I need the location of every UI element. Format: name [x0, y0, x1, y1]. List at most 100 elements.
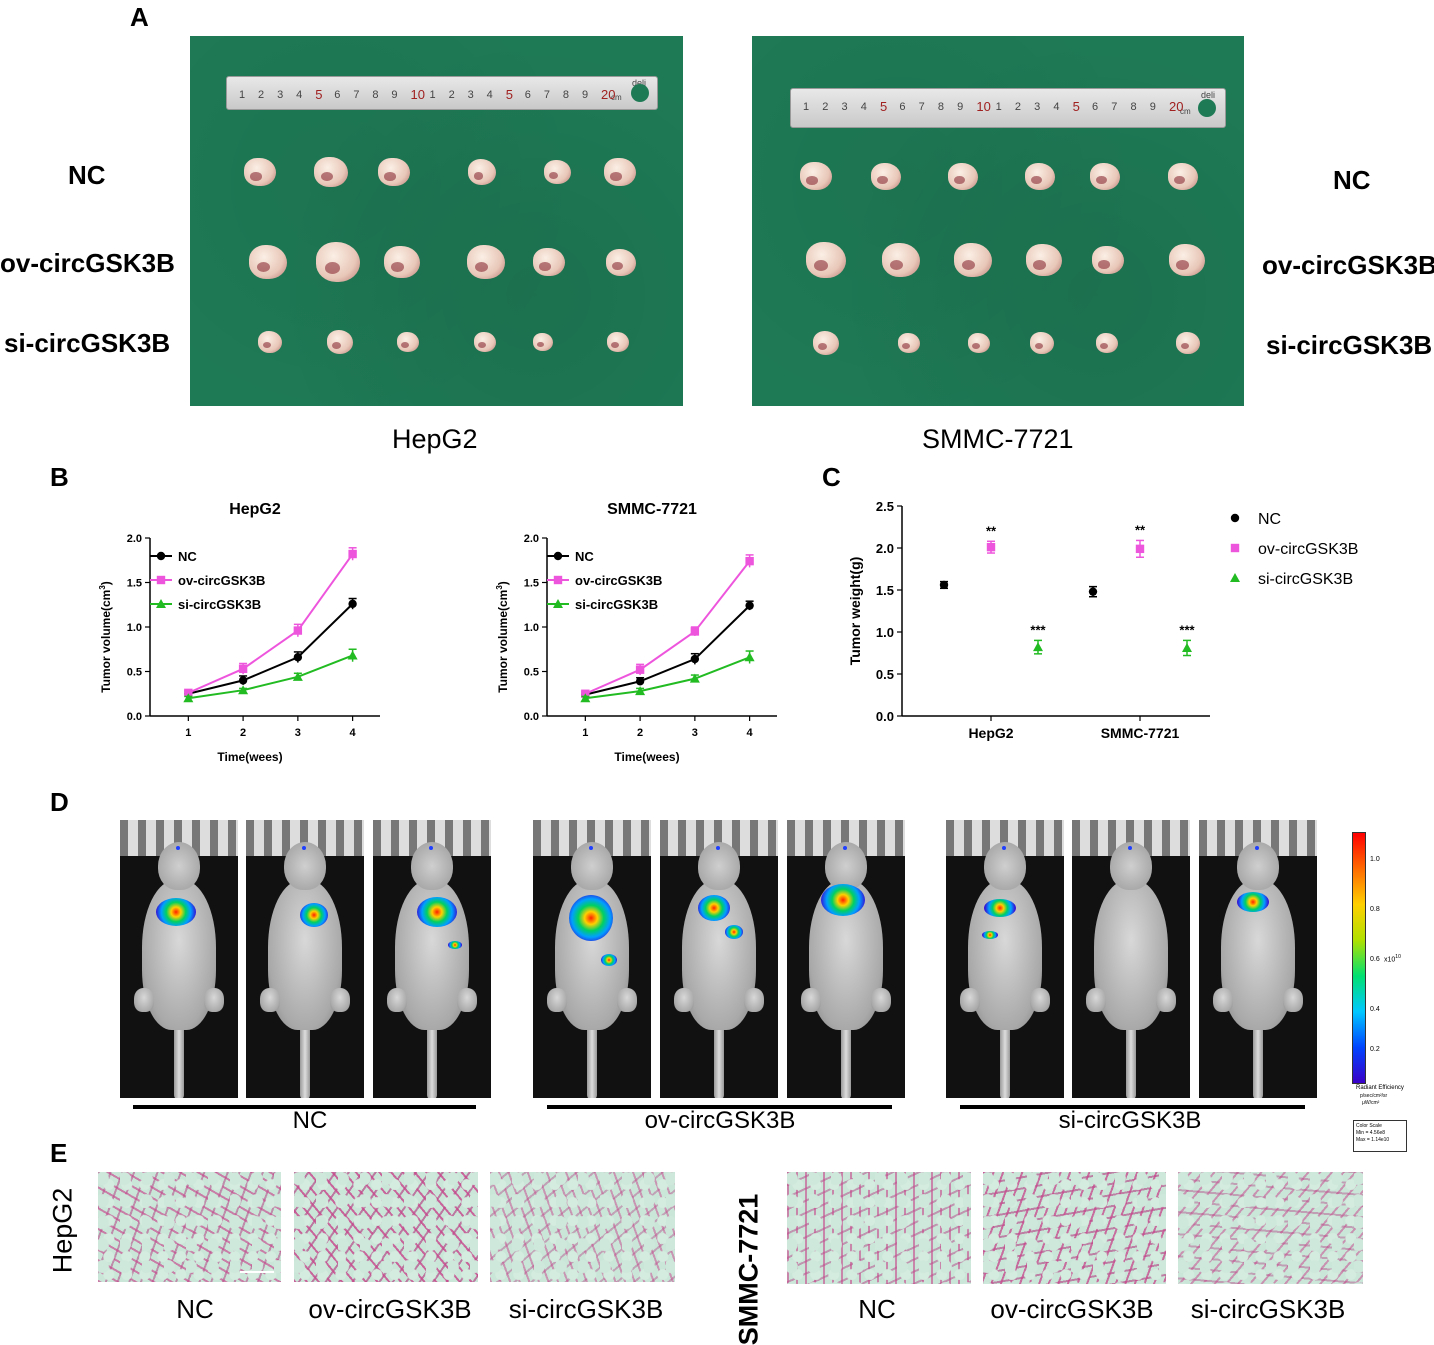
signal-hotspot	[821, 884, 865, 916]
hist-caption-si-right: si-circGSK3B	[1190, 1294, 1346, 1324]
ruler-number: 2	[1014, 101, 1022, 113]
signal-hotspot	[300, 903, 328, 927]
legend-marker	[1230, 573, 1240, 582]
x-tick-label: 4	[350, 727, 357, 739]
y-tick-label: 2.0	[876, 541, 894, 556]
histology-image	[983, 1172, 1166, 1284]
signal-spot	[429, 846, 433, 850]
legend-label: ov-circGSK3B	[1258, 541, 1358, 558]
data-point	[690, 627, 700, 636]
ruler-number: 20	[601, 87, 616, 102]
y-tick-label: 2.5	[876, 499, 894, 514]
ruler-number: 9	[391, 89, 398, 101]
y-axis-label: Tumor volume(cm3)	[495, 581, 510, 693]
ruler: deli cm 1 2 3 4 5 6 7 8 9 10 1 2 3 4 5 6 7 8 9 20	[790, 88, 1226, 128]
data-point	[744, 652, 755, 662]
x-tick-label: 3	[295, 727, 301, 739]
group-label-ov: ov-circGSK3B	[644, 1107, 796, 1134]
tumor	[533, 247, 565, 277]
hist-caption-nc-right: NC	[858, 1294, 896, 1324]
hist-caption-ov-left: ov-circGSK3B	[308, 1294, 472, 1324]
colorbar-exp-sup: 10	[1395, 954, 1401, 960]
y-tick-label: 0.0	[127, 711, 142, 723]
ruler-hole-icon	[631, 84, 649, 102]
mouse-head	[158, 842, 200, 890]
mouse-tail	[300, 1020, 310, 1098]
x-tick-label: 3	[692, 727, 698, 739]
signal-spot	[1255, 846, 1259, 850]
ruler-number: 3	[1034, 101, 1041, 113]
ruler-number: 6	[899, 101, 906, 113]
tumor	[1090, 162, 1120, 190]
tumor	[948, 162, 978, 190]
signal-hotspot	[448, 941, 462, 949]
row-label-nc-right: NC	[1333, 165, 1371, 195]
legend-label: si-circGSK3B	[575, 597, 658, 612]
mouse-leg	[1086, 988, 1106, 1012]
legend-label: NC	[575, 549, 594, 564]
histology-image	[490, 1172, 675, 1282]
tumor	[327, 330, 353, 354]
bioluminescence-image	[1199, 820, 1317, 1098]
mouse-tail	[714, 1020, 724, 1098]
data-point	[689, 673, 700, 683]
y-tick-label: 0.5	[876, 667, 894, 682]
mouse-leg	[387, 988, 407, 1012]
data-point	[690, 654, 700, 664]
colorbar-tick: 0.4	[1370, 1006, 1380, 1013]
signal-hotspot	[725, 925, 743, 939]
group-underline-si	[960, 1105, 1305, 1109]
bioluminescence-image	[373, 820, 491, 1098]
tumor	[813, 331, 839, 355]
tumor	[249, 244, 287, 280]
ruler-number: 8	[937, 101, 944, 113]
mouse-head	[698, 842, 740, 890]
histology-image	[1178, 1172, 1363, 1284]
tumor	[954, 242, 992, 278]
x-tick-label: 1	[582, 727, 588, 739]
row-label-si-right: si-circGSK3B	[1266, 330, 1433, 360]
mouse-leg	[330, 988, 350, 1012]
colorbar-tick: 0.2	[1370, 1046, 1380, 1053]
mouse-leg	[204, 988, 224, 1012]
data-point	[1033, 642, 1043, 652]
ruler-number: 5	[315, 87, 323, 102]
bioluminescence-image	[246, 820, 364, 1098]
colorbar-tick: 0.8	[1370, 906, 1380, 913]
x-tick-label: 2	[637, 727, 643, 739]
legend-marker	[156, 599, 166, 608]
x-tick-label: 2	[240, 727, 246, 739]
panel-letter-b: B	[50, 462, 69, 492]
panel-letter-c: C	[822, 462, 841, 492]
ruler-number: 8	[1130, 101, 1137, 113]
ruler-number: 10	[410, 87, 425, 102]
significance-label: ***	[1030, 622, 1046, 637]
chart-weight: 0.0 0.5 1.0 1.5 2.0 2.5 Tumor weight(g) HepG2 **…	[847, 499, 1358, 741]
tumor	[1092, 245, 1124, 275]
data-point	[238, 685, 249, 695]
row-label-si-left: si-circGSK3B	[4, 328, 171, 358]
tumor	[316, 242, 360, 282]
panel-letter-d: D	[50, 787, 69, 817]
hist-caption-nc-left: NC	[176, 1294, 214, 1324]
ruler-number: 9	[581, 89, 589, 101]
chart-volume-smmc: SMMC-7721 0.0 0.5 1.0 1.5 2.0 1 2 3 4 Time(wees) Tu…	[495, 501, 777, 764]
data-point	[348, 599, 357, 609]
colorbar-exponent: x1010	[1384, 954, 1401, 963]
mouse-head	[1237, 842, 1279, 890]
data-point	[183, 693, 194, 703]
data-point	[293, 626, 303, 635]
y-tick-label: 0.5	[127, 667, 142, 679]
y-tick-label: 1.5	[127, 578, 142, 590]
data-point	[238, 676, 248, 685]
legend-label: si-circGSK3B	[178, 597, 261, 612]
signal-spot	[716, 846, 720, 850]
ruler-number: 20	[1169, 99, 1184, 114]
ruler-number: 8	[562, 89, 570, 101]
ruler-number: 2	[448, 89, 455, 101]
y-tick-label: 2.0	[524, 533, 539, 545]
ruler-number: 1	[803, 101, 810, 113]
colorbar-units-den: μW/cm²	[1362, 1100, 1380, 1106]
series-line	[585, 604, 751, 696]
ruler-number: 5	[880, 99, 888, 114]
